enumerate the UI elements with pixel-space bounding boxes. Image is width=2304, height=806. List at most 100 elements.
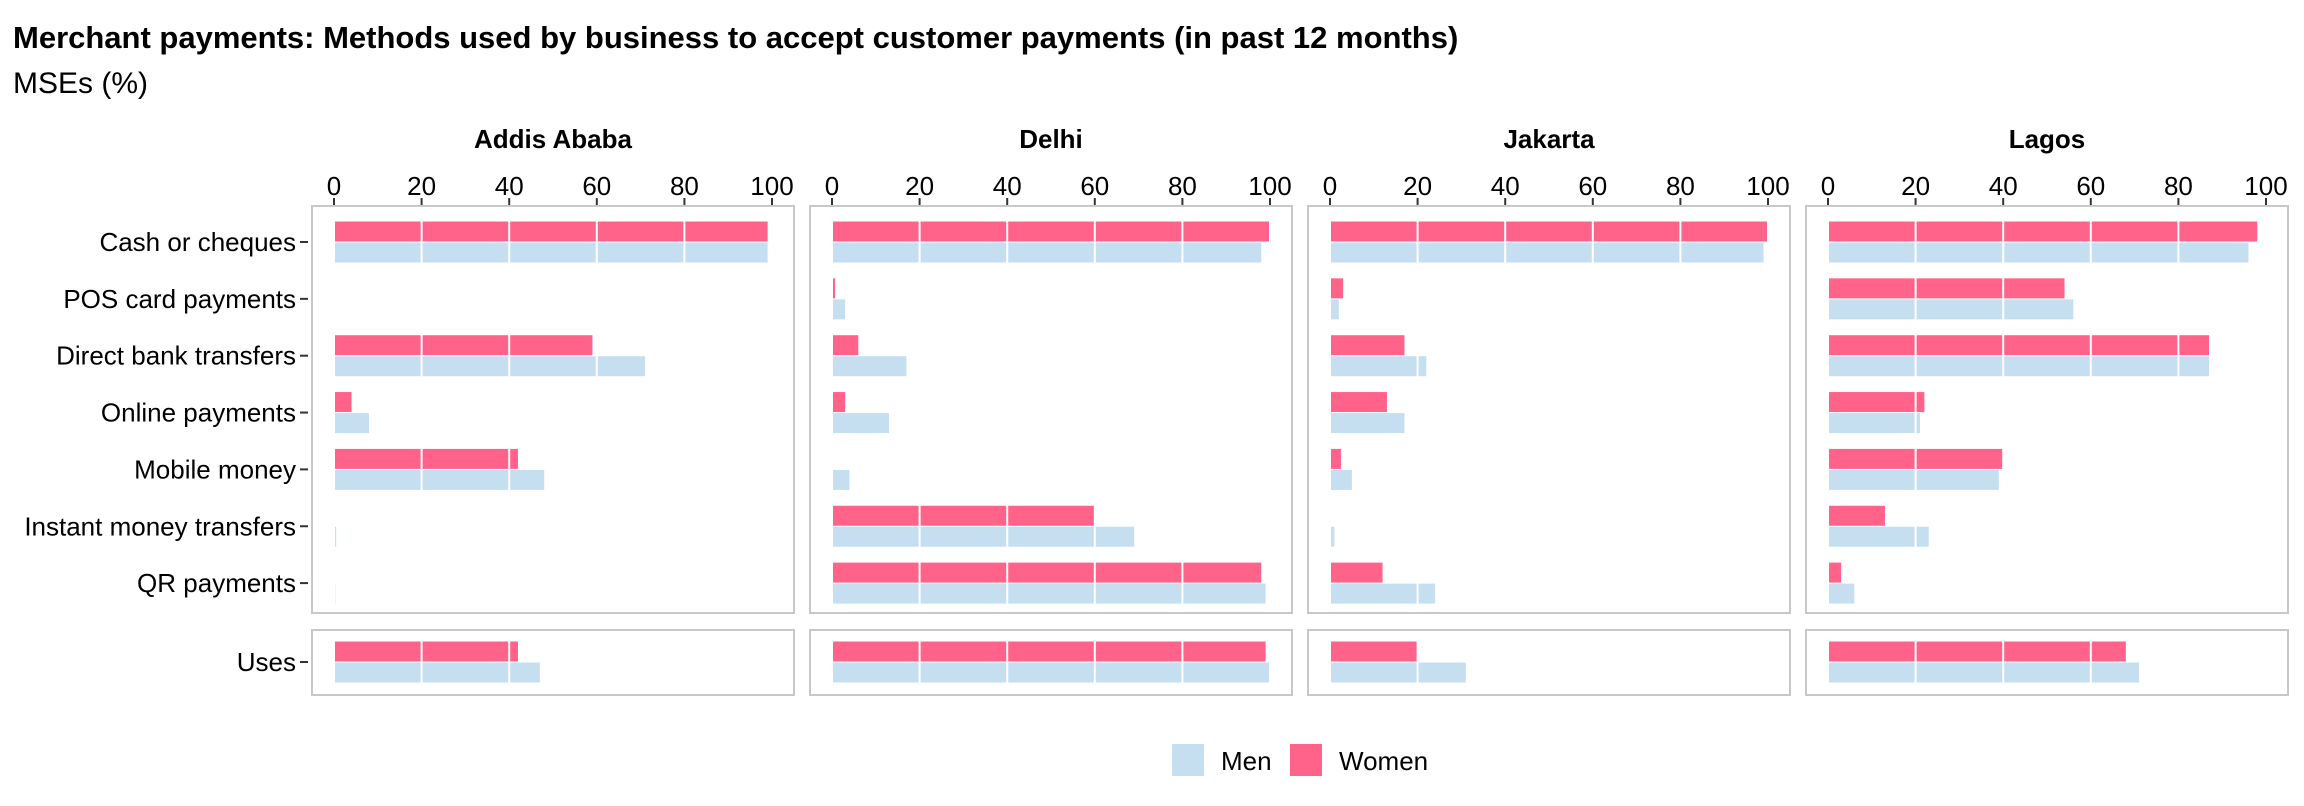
category-label-cash-or-cheques: Cash or cheques: [99, 227, 296, 257]
bar-lagos-cash-or-cheques-women: [1828, 221, 2258, 242]
bar-addis-ababa-direct-bank-transfers-men: [334, 356, 645, 377]
bar-addis-ababa-mobile-money-men: [334, 469, 545, 490]
bar-jakarta-cash-or-cheques-women: [1330, 221, 1768, 242]
bar-addis-ababa-online-payments-men: [334, 413, 370, 434]
panel-frame-lagos-methods: [1805, 205, 2289, 614]
x-tick-label: 0: [1323, 171, 1337, 201]
bar-jakarta-online-payments-men: [1330, 413, 1405, 434]
bar-lagos-online-payments-men: [1828, 413, 1920, 434]
legend-label-men: Men: [1221, 746, 1272, 776]
category-label-mobile-money: Mobile money: [134, 454, 296, 484]
bar-lagos-pos-card-payments-women: [1828, 278, 2065, 299]
bar-lagos-mobile-money-men: [1828, 469, 1999, 490]
bar-lagos-instant-money-transfers-men: [1828, 526, 1929, 547]
category-label-direct-bank-transfers: Direct bank transfers: [56, 341, 296, 371]
x-tick-label: 20: [1403, 171, 1432, 201]
facet-title-addis-ababa: Addis Ababa: [474, 124, 632, 154]
bar-jakarta-instant-money-transfers-men: [1330, 526, 1335, 547]
x-tick-label: 40: [1491, 171, 1520, 201]
bar-jakarta-pos-card-payments-women: [1330, 278, 1344, 299]
bar-jakarta-uses-women: [1330, 641, 1418, 662]
x-tick-label: 100: [1248, 171, 1291, 201]
bar-jakarta-online-payments-women: [1330, 392, 1387, 413]
bar-lagos-direct-bank-transfers-women: [1828, 335, 2210, 356]
legend-label-women: Women: [1339, 746, 1428, 776]
x-tick-label: 40: [993, 171, 1022, 201]
x-tick-label: 100: [1746, 171, 1789, 201]
x-tick-label: 0: [1821, 171, 1835, 201]
x-tick-label: 0: [825, 171, 839, 201]
bar-jakarta-direct-bank-transfers-men: [1330, 356, 1427, 377]
panel-frame-lagos-uses: [1805, 629, 2289, 696]
x-tick-label: 40: [1989, 171, 2018, 201]
x-tick-label: 80: [2164, 171, 2193, 201]
bar-addis-ababa-cash-or-cheques-men: [334, 242, 768, 263]
bar-jakarta-cash-or-cheques-men: [1330, 242, 1764, 263]
bar-delhi-uses-women: [832, 641, 1266, 662]
panel-frame-delhi-uses: [809, 629, 1293, 696]
chart-subtitle: MSEs (%): [13, 67, 148, 100]
bar-delhi-uses-men: [832, 662, 1270, 683]
plot-area: Cash or cheques POS card payments Direct b…: [24, 124, 2289, 696]
x-tick-label: 20: [1901, 171, 1930, 201]
bar-delhi-instant-money-transfers-women: [832, 505, 1095, 526]
bar-delhi-direct-bank-transfers-women: [832, 335, 859, 356]
x-tick-label: 80: [1666, 171, 1695, 201]
category-label-qr-payments: QR payments: [137, 568, 296, 598]
x-tick-label: 80: [1168, 171, 1197, 201]
bar-jakarta-direct-bank-transfers-women: [1330, 335, 1405, 356]
bar-lagos-pos-card-payments-men: [1828, 299, 2074, 320]
bar-delhi-online-payments-women: [832, 392, 846, 413]
x-tick-label: 60: [582, 171, 611, 201]
bar-addis-ababa-uses-men: [334, 662, 540, 683]
bar-delhi-pos-card-payments-men: [832, 299, 846, 320]
chart-title: Merchant payments: Methods used by busin…: [13, 20, 1458, 55]
panel-frame-jakarta-uses: [1307, 629, 1791, 696]
bar-jakarta-qr-payments-men: [1330, 583, 1436, 604]
bar-lagos-instant-money-transfers-women: [1828, 505, 1885, 526]
bar-jakarta-mobile-money-women: [1330, 448, 1341, 469]
facet-title-jakarta: Jakarta: [1503, 124, 1595, 154]
category-label-instant-money-transfers: Instant money transfers: [24, 511, 296, 541]
panel-frame-jakarta-methods: [1307, 205, 1791, 614]
x-tick-label: 60: [2076, 171, 2105, 201]
bar-delhi-cash-or-cheques-men: [832, 242, 1262, 263]
bar-addis-ababa-uses-women: [334, 641, 518, 662]
bar-lagos-qr-payments-men: [1828, 583, 1855, 604]
x-tick-label: 60: [1578, 171, 1607, 201]
panel-frame-addis-ababa-methods: [311, 205, 795, 614]
legend-swatch-men: [1172, 744, 1204, 776]
bar-lagos-qr-payments-women: [1828, 562, 1842, 583]
bar-delhi-mobile-money-men: [832, 469, 850, 490]
bar-addis-ababa-cash-or-cheques-women: [334, 221, 768, 242]
bar-delhi-instant-money-transfers-men: [832, 526, 1135, 547]
bar-jakarta-qr-payments-women: [1330, 562, 1383, 583]
x-tick-label: 80: [670, 171, 699, 201]
bar-addis-ababa-mobile-money-women: [334, 448, 518, 469]
x-tick-label: 60: [1080, 171, 1109, 201]
bar-delhi-online-payments-men: [832, 413, 889, 434]
bar-lagos-online-payments-women: [1828, 392, 1925, 413]
category-label-uses: Uses: [237, 647, 296, 677]
bar-lagos-uses-men: [1828, 662, 2139, 683]
bar-lagos-uses-women: [1828, 641, 2126, 662]
legend-swatch-women: [1290, 744, 1322, 776]
bar-delhi-direct-bank-transfers-men: [832, 356, 907, 377]
category-label-online-payments: Online payments: [101, 398, 296, 428]
bar-delhi-qr-payments-women: [832, 562, 1262, 583]
x-tick-label: 100: [750, 171, 793, 201]
bar-addis-ababa-direct-bank-transfers-women: [334, 335, 593, 356]
bar-addis-ababa-online-payments-women: [334, 392, 352, 413]
x-tick-label: 0: [327, 171, 341, 201]
x-tick-label: 40: [495, 171, 524, 201]
bar-jakarta-mobile-money-men: [1330, 469, 1352, 490]
x-tick-label: 20: [905, 171, 934, 201]
bar-jakarta-pos-card-payments-men: [1330, 299, 1339, 320]
bar-lagos-cash-or-cheques-men: [1828, 242, 2249, 263]
facet-title-delhi: Delhi: [1019, 124, 1083, 154]
bar-delhi-pos-card-payments-women: [832, 278, 836, 299]
x-tick-label: 100: [2244, 171, 2287, 201]
legend: Men Women: [1172, 744, 1428, 776]
